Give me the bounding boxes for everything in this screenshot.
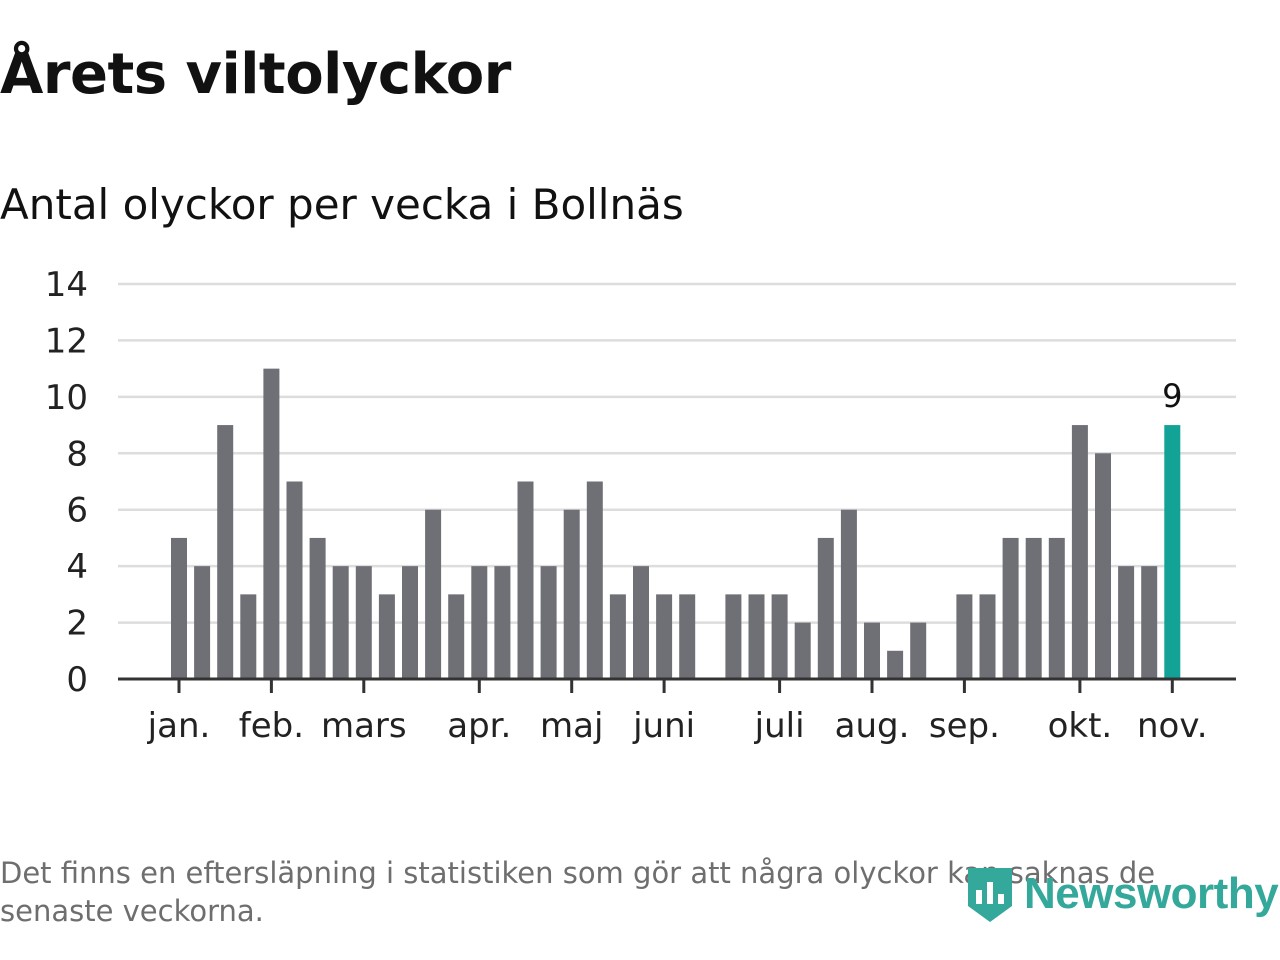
y-tick-label: 0 bbox=[66, 660, 88, 700]
bar bbox=[840, 509, 857, 679]
bar bbox=[332, 566, 349, 679]
bar bbox=[263, 368, 280, 679]
y-tick-label: 14 bbox=[45, 265, 88, 305]
data-labels: 9 bbox=[1162, 377, 1182, 415]
footnote: Det finns en eftersläpning i statistiken… bbox=[0, 856, 1156, 928]
bar bbox=[563, 509, 580, 679]
x-tick-label: okt. bbox=[1048, 706, 1113, 746]
x-tick-label: aug. bbox=[835, 706, 910, 746]
bar bbox=[725, 594, 742, 679]
bar bbox=[1071, 425, 1088, 679]
bar bbox=[471, 566, 488, 679]
bar bbox=[378, 594, 395, 679]
bar bbox=[1048, 537, 1065, 679]
chart-title: Årets viltolyckor bbox=[0, 42, 511, 107]
x-tick-label: nov. bbox=[1137, 706, 1208, 746]
bar bbox=[910, 622, 927, 679]
y-tick-label: 12 bbox=[45, 321, 88, 361]
y-tick-label: 8 bbox=[66, 434, 88, 474]
bar bbox=[1025, 537, 1042, 679]
bar bbox=[448, 594, 465, 679]
y-tick-label: 4 bbox=[66, 547, 88, 587]
y-tick-label: 2 bbox=[66, 604, 88, 644]
bar bbox=[517, 481, 534, 679]
bar bbox=[586, 481, 603, 679]
bar bbox=[194, 566, 211, 679]
bar bbox=[609, 594, 626, 679]
x-axis: jan. feb. mars apr. maj juni juli aug. sep. okt. n… bbox=[118, 677, 1236, 746]
bar bbox=[1141, 566, 1158, 679]
bar bbox=[1118, 566, 1135, 679]
bar bbox=[679, 594, 696, 679]
newsworthy-logo: Newsworthy bbox=[962, 862, 1280, 926]
highlight-value-label: 9 bbox=[1162, 377, 1182, 415]
bar bbox=[355, 566, 372, 679]
bar bbox=[864, 622, 880, 679]
x-tick-label: mars bbox=[321, 706, 407, 746]
bars bbox=[171, 368, 1181, 679]
x-tick-label: jan. bbox=[147, 706, 211, 746]
bar bbox=[748, 594, 765, 679]
bar-highlighted bbox=[1164, 425, 1181, 679]
newsworthy-bar-icon bbox=[968, 868, 1012, 922]
x-tick-label: maj bbox=[540, 706, 603, 746]
bar bbox=[656, 594, 673, 679]
x-tick-label: juli bbox=[754, 706, 805, 746]
bar bbox=[887, 650, 904, 679]
gridlines bbox=[118, 282, 1236, 624]
bar bbox=[633, 566, 649, 679]
x-tick-label: juni bbox=[632, 706, 695, 746]
bar bbox=[979, 594, 996, 679]
bar bbox=[217, 425, 234, 679]
bar bbox=[286, 481, 303, 679]
bar bbox=[425, 509, 442, 679]
bar bbox=[540, 566, 557, 679]
chart-subtitle: Antal olyckor per vecka i Bollnäs bbox=[0, 180, 684, 229]
bar bbox=[171, 537, 187, 679]
bar bbox=[240, 594, 257, 679]
bar bbox=[1095, 453, 1111, 679]
bar bbox=[956, 594, 973, 679]
x-tick-label: sep. bbox=[929, 706, 1000, 746]
x-tick-label: feb. bbox=[239, 706, 304, 746]
bar bbox=[309, 537, 326, 679]
bar bbox=[817, 537, 834, 679]
y-axis-ticks: 0 2 4 6 8 10 12 14 bbox=[45, 265, 88, 700]
logo-text: Newsworthy bbox=[1024, 869, 1279, 918]
x-tick-label: apr. bbox=[447, 706, 511, 746]
bar bbox=[771, 594, 788, 679]
y-tick-label: 10 bbox=[45, 378, 88, 418]
bar bbox=[402, 566, 418, 679]
bar bbox=[1002, 537, 1019, 679]
y-tick-label: 6 bbox=[66, 491, 88, 531]
bar bbox=[494, 566, 511, 679]
bar bbox=[794, 622, 811, 679]
bar-chart: 0 2 4 6 8 10 12 14 jan. feb. mars apr. maj juni juli a… bbox=[45, 265, 1236, 746]
